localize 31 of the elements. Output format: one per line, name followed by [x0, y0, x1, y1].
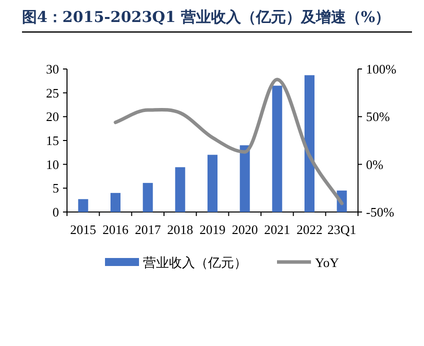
y-tick-label: 5 [52, 180, 59, 196]
bar [208, 154, 218, 212]
x-tick-label: 2019 [200, 222, 226, 237]
bar [78, 199, 88, 212]
bar [272, 86, 282, 212]
x-tick-label: 2020 [232, 222, 258, 237]
y-tick-label: 20 [46, 109, 59, 124]
y2-tick-label: -50% [366, 204, 394, 220]
x-tick-label: 2017 [134, 222, 162, 237]
bar [142, 182, 153, 212]
y-tick-label: 0 [52, 204, 59, 220]
x-tick-label: 2021 [264, 222, 290, 237]
y-tick-label: 15 [46, 133, 59, 148]
bar [304, 75, 314, 212]
y-tick-label: 10 [46, 156, 59, 172]
x-tick-label: 2015 [70, 222, 96, 237]
x-tick-label: 23Q1 [327, 222, 356, 237]
bar [240, 145, 250, 212]
bar [175, 167, 186, 212]
chart-title: 图4：2015-2023Q1 营业收入（亿元）及增速（%） [22, 8, 390, 26]
legend-label: 营业收入（亿元） [143, 255, 247, 270]
x-tick-label: 2018 [167, 222, 194, 237]
y2-tick-label: 100% [366, 62, 396, 76]
y2-tick-label: 50% [366, 109, 390, 124]
y-tick-label: 25 [46, 85, 59, 100]
y2-tick-label: 0% [366, 156, 384, 172]
x-tick-label: 2022 [296, 222, 322, 237]
x-tick-label: 2016 [102, 222, 129, 237]
bar [110, 192, 120, 212]
y-tick-label: 30 [46, 62, 59, 76]
legend-label: YoY [315, 255, 340, 270]
